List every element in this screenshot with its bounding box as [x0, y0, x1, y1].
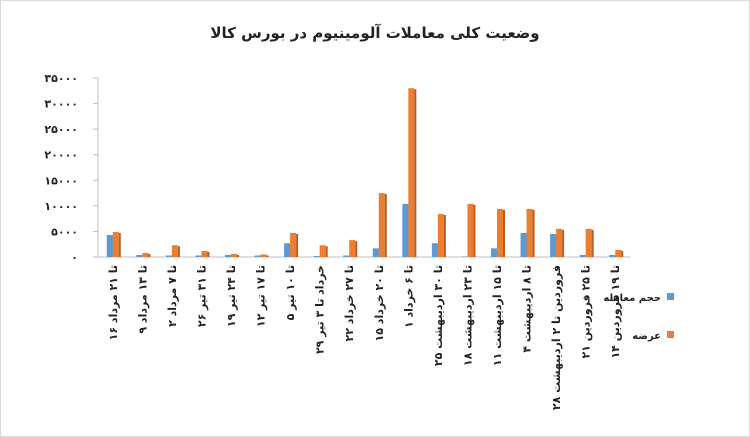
x-tick-label: ۱۶ تا ۲۱ مرداد — [107, 265, 120, 340]
bar — [171, 245, 178, 257]
x-tick-label: ۲ تا ۷ مرداد — [166, 265, 179, 327]
x-tick-label: ۲۱ تا ۲۵ فروردین — [580, 265, 593, 359]
bar-side — [296, 233, 299, 257]
bar — [526, 208, 533, 257]
bar — [615, 249, 622, 257]
bar-side — [532, 209, 535, 257]
bar — [461, 256, 468, 257]
bar — [260, 254, 267, 257]
bar — [112, 231, 119, 257]
bar-side — [355, 241, 358, 257]
y-tick-label: ۳۰۰۰۰ — [44, 98, 78, 111]
bar-side — [148, 253, 151, 257]
x-tick-label: ۱۸ تا ۲۳ اردیبهشت — [461, 265, 474, 366]
legend-label: عرضه — [632, 331, 661, 342]
bar — [106, 235, 113, 257]
bar — [225, 254, 231, 257]
y-tick-label: ۲۵۰۰۰ — [44, 123, 78, 136]
bar — [402, 203, 409, 257]
bar-side — [118, 232, 121, 257]
x-tick-label: ۴ تا ۸ اردیبهشت — [521, 265, 534, 353]
bar-side — [207, 251, 210, 257]
x-tick-label: ۱۵ تا ۲۰ خرداد — [373, 265, 386, 341]
y-tick-label: ۱۵۰۰۰ — [44, 174, 78, 187]
x-tick-label: ۱ تا ۶ خرداد — [402, 265, 415, 328]
x-tick-label: ۲۲ تا ۲۷ خرداد — [343, 265, 356, 341]
bar — [142, 252, 149, 257]
bar — [372, 248, 379, 257]
x-tick-label: ۱۲ تا ۱۷ تیر — [255, 265, 268, 327]
bar — [165, 255, 172, 257]
y-tick-label: ۰ — [71, 251, 78, 264]
bar — [467, 203, 474, 257]
y-tick-label: ۲۰۰۰۰ — [44, 149, 78, 162]
x-tick-label: ۱۱ تا ۱۵ اردیبهشت — [491, 265, 504, 366]
bar — [284, 243, 291, 257]
bar — [556, 228, 563, 257]
legend-swatch — [667, 331, 674, 338]
bar-side — [177, 246, 180, 257]
x-tick-label: ۵ تا ۱۰ تیر — [284, 265, 297, 320]
bar-side — [473, 204, 476, 257]
y-tick-label: ۵۰۰۰ — [51, 225, 78, 238]
chart-title: وضعیت کلی معاملات آلومینیوم در بورس کالا — [210, 24, 539, 42]
bar — [431, 243, 438, 257]
x-tick-label: ۲۸ فروردین تا ۲ اردیبهشت — [550, 265, 563, 410]
bar — [313, 255, 320, 257]
bar — [585, 228, 592, 257]
bar-side — [443, 215, 446, 257]
legend-label: حجم معامله — [603, 293, 661, 304]
x-tick-label: ۲۵ تا ۳۰ اردیبهشت — [432, 265, 445, 366]
bar-side — [384, 194, 387, 257]
bar — [231, 253, 237, 257]
bar — [520, 232, 527, 257]
bar-side — [325, 246, 328, 257]
x-tick-label: ۱۹ تا ۲۴ تیر — [225, 265, 238, 327]
bar-side — [621, 250, 624, 257]
bar — [550, 233, 557, 257]
bar — [491, 248, 497, 257]
bar-side — [562, 229, 565, 257]
x-tick-label: ۹ تا ۱۳ مرداد — [136, 265, 149, 334]
bar-side — [503, 209, 505, 257]
x-tick-label: ۲۶ تا ۳۱ تیر — [195, 265, 208, 327]
bar — [254, 255, 261, 257]
bar — [609, 254, 616, 257]
x-tick-label: ۲۹ خرداد تا ۳ تیر — [314, 265, 327, 354]
legend-swatch — [667, 293, 674, 300]
bar — [343, 255, 350, 257]
bar — [497, 208, 503, 257]
bar — [579, 254, 586, 257]
bar — [349, 240, 356, 257]
bar — [319, 245, 326, 257]
bar — [290, 232, 297, 257]
bar — [378, 193, 385, 257]
bar-side — [266, 255, 269, 257]
x-tick-label: ۱۴ تا ۱۹ فروردین — [609, 265, 622, 359]
bar-side — [414, 89, 417, 257]
y-tick-label: ۳۵۰۰۰ — [44, 72, 78, 85]
bar — [408, 88, 415, 257]
y-tick-label: ۱۰۰۰۰ — [44, 200, 78, 213]
bar — [437, 214, 444, 257]
bar — [195, 255, 202, 257]
bar-side — [591, 229, 594, 257]
bar — [201, 250, 208, 257]
bar — [136, 254, 143, 257]
bar-side — [237, 254, 239, 257]
